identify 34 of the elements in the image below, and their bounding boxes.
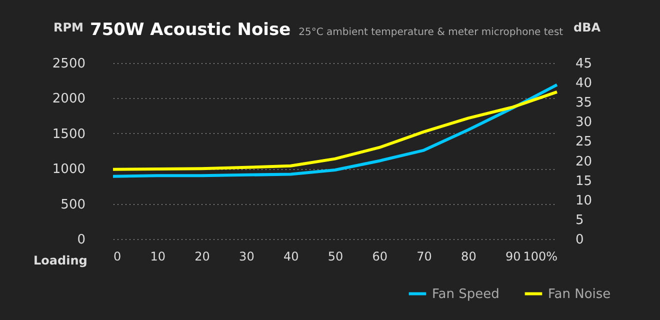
y2-tick-label: 0 bbox=[576, 232, 584, 248]
y2-tick-label: 20 bbox=[576, 154, 592, 170]
y2-axis-title: dBA bbox=[574, 20, 602, 34]
y-tick-label: 500 bbox=[60, 197, 86, 212]
y2-tick-label: 25 bbox=[576, 134, 592, 150]
x-tick-label: 10 bbox=[150, 250, 166, 264]
y-tick-label: 2500 bbox=[52, 56, 86, 72]
y-tick-label: 1000 bbox=[52, 162, 86, 178]
x-tick-label: 80 bbox=[461, 250, 476, 264]
legend-label: Fan Noise bbox=[548, 286, 611, 302]
y2-tick-label: 15 bbox=[576, 174, 592, 189]
y-tick-label: 0 bbox=[77, 232, 86, 248]
x-tick-label: 50 bbox=[328, 250, 344, 264]
x-tick-label: 20 bbox=[194, 250, 210, 264]
y2-tick-label: 30 bbox=[576, 115, 592, 130]
chart-subtitle: 25°C ambient temperature & meter microphone test bbox=[298, 27, 564, 38]
x-tick-label: 100% bbox=[523, 250, 558, 264]
y-tick-label: 1500 bbox=[52, 126, 86, 142]
x-tick-label: 0 bbox=[114, 250, 122, 264]
x-tick-label: 30 bbox=[239, 250, 254, 264]
y-tick-label: 2000 bbox=[52, 92, 86, 107]
y2-tick-label: 10 bbox=[576, 193, 592, 208]
x-tick-label: 90 bbox=[505, 250, 521, 264]
y2-tick-label: 40 bbox=[576, 76, 592, 92]
y-axis-title: RPM bbox=[54, 20, 84, 34]
y2-tick-label: 45 bbox=[576, 56, 592, 72]
x-tick-label: 70 bbox=[416, 250, 432, 264]
legend-label: Fan Speed bbox=[432, 286, 500, 302]
x-tick-label: 60 bbox=[372, 250, 388, 264]
y2-tick-label: 5 bbox=[576, 212, 584, 228]
x-tick-label: 40 bbox=[283, 250, 299, 264]
x-axis-title: Loading bbox=[34, 254, 88, 268]
y2-tick-label: 35 bbox=[576, 96, 592, 111]
chart-title: 750W Acoustic Noise bbox=[90, 20, 291, 40]
